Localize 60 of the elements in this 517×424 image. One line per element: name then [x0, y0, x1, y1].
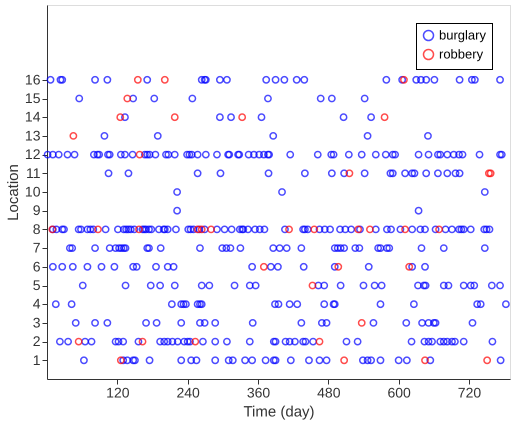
point — [285, 225, 293, 234]
y-tick-label: 9 — [32, 202, 41, 218]
point — [484, 169, 493, 178]
point — [421, 356, 429, 364]
x-axis-title: Time (day) — [243, 404, 315, 420]
x-tick-label: 720 — [458, 384, 482, 400]
point — [123, 94, 132, 102]
point — [160, 76, 169, 84]
x-tick-label: 480 — [317, 384, 341, 400]
point — [308, 282, 316, 290]
y-tick-label: 15 — [24, 90, 41, 106]
point — [135, 225, 143, 234]
y-tick-label: 7 — [32, 240, 41, 256]
y-tick-label: 5 — [32, 277, 41, 293]
legend-label: burglary — [439, 28, 486, 42]
point — [340, 356, 348, 364]
point — [366, 225, 374, 234]
y-tick-label: 14 — [24, 108, 41, 125]
x-tick-label: 600 — [387, 384, 412, 400]
point — [310, 225, 318, 234]
point — [260, 262, 268, 271]
y-tick-label: 10 — [24, 184, 41, 200]
point — [435, 225, 443, 234]
point — [170, 113, 179, 122]
y-tick-label: 3 — [32, 314, 41, 330]
y-tick-label: 1 — [32, 352, 41, 368]
y-axis-title: Location — [4, 164, 22, 221]
point — [401, 225, 410, 234]
x-tick-label: 120 — [106, 384, 130, 400]
x-tick-label: 360 — [246, 384, 270, 400]
y-tick-label: 4 — [32, 296, 41, 312]
point — [134, 76, 142, 84]
y-tick-label: 16 — [24, 71, 41, 88]
point — [486, 169, 495, 178]
point — [238, 113, 246, 122]
y-tick-label: 11 — [26, 164, 41, 181]
y-tick-label: 8 — [32, 220, 41, 237]
point — [191, 338, 200, 346]
point — [94, 225, 102, 234]
y-tick-label: 2 — [32, 333, 41, 350]
point — [405, 262, 414, 271]
point — [138, 338, 146, 346]
point — [198, 225, 206, 234]
point — [346, 169, 354, 178]
point — [69, 132, 78, 140]
point — [316, 338, 324, 346]
point — [116, 113, 124, 122]
point — [358, 318, 366, 327]
y-tick-label: 13 — [24, 127, 41, 144]
y-tick-label: 6 — [32, 258, 41, 274]
point — [483, 356, 492, 364]
point — [136, 150, 144, 159]
x-tick-label: 240 — [176, 384, 200, 400]
point — [207, 225, 216, 234]
point — [116, 356, 125, 364]
point — [334, 262, 342, 271]
y-tick-label: 12 — [24, 146, 41, 162]
legend-label: robbery — [439, 46, 484, 62]
point — [380, 113, 388, 122]
point — [74, 338, 83, 346]
